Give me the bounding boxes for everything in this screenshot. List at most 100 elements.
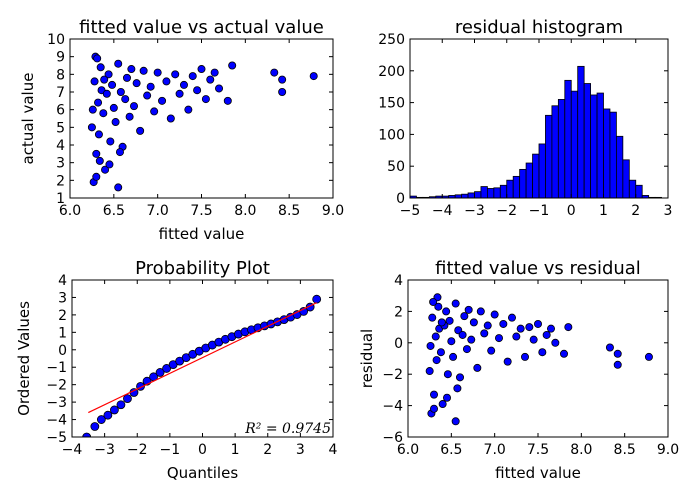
panel2-y-tick-label: 100 xyxy=(378,127,405,143)
data-point xyxy=(99,109,108,118)
data-point xyxy=(184,105,193,114)
data-point xyxy=(82,432,92,437)
histogram-bar xyxy=(590,94,598,198)
panel1-x-axis-label: fitted value xyxy=(159,225,245,243)
panel2-marks xyxy=(410,65,662,198)
data-point xyxy=(116,88,125,97)
data-point xyxy=(108,80,117,89)
data-point xyxy=(223,96,232,105)
panel1-marks xyxy=(87,52,318,192)
data-point xyxy=(442,393,451,402)
data-point xyxy=(114,183,123,192)
panel4-x-tick-label: 6.0 xyxy=(397,442,419,458)
histogram-bar xyxy=(545,114,553,198)
data-point xyxy=(429,404,438,413)
data-point xyxy=(206,75,215,84)
data-point xyxy=(94,130,103,139)
histogram-bar xyxy=(603,108,611,198)
data-point xyxy=(455,373,464,382)
panel3-marks xyxy=(82,294,322,437)
panel2-x-tick-label: 1 xyxy=(599,203,608,219)
panel2-y-tick-label: 250 xyxy=(378,32,405,48)
data-point xyxy=(644,352,653,361)
histogram-bar xyxy=(596,92,604,198)
data-point xyxy=(155,368,165,377)
panel2-y-tick-label: 0 xyxy=(396,191,405,207)
panel1-y-tick-label: 9 xyxy=(56,50,65,66)
data-point xyxy=(162,77,171,86)
data-point xyxy=(447,337,456,346)
histogram-bar xyxy=(570,90,579,198)
data-point xyxy=(188,72,197,81)
data-point xyxy=(94,98,103,107)
data-point xyxy=(476,307,485,316)
data-point xyxy=(101,165,110,174)
data-point xyxy=(136,126,145,135)
panel1-y-tick-label: 2 xyxy=(56,173,65,189)
data-point xyxy=(426,341,435,350)
panel4-marks xyxy=(425,293,653,426)
data-point xyxy=(613,349,622,358)
panel3-y-tick-label: −1 xyxy=(46,360,67,376)
data-point xyxy=(228,61,237,70)
data-point xyxy=(92,149,101,158)
data-point xyxy=(312,294,322,304)
panel3-x-tick-label: 1 xyxy=(231,442,240,458)
data-point xyxy=(123,394,132,404)
data-point xyxy=(93,54,102,63)
panel1-title: fitted value vs actual value xyxy=(79,17,324,38)
histogram-bar xyxy=(557,99,566,198)
histogram-bar xyxy=(532,153,540,198)
data-point xyxy=(179,80,188,89)
data-point xyxy=(129,102,138,111)
panel3-y-tick-label: 2 xyxy=(58,308,67,324)
panel3-y-tick-label: 0 xyxy=(58,343,67,359)
data-point xyxy=(425,367,434,376)
data-point xyxy=(547,324,556,333)
panel4-y-tick-label: −6 xyxy=(382,430,403,446)
panel3-x-tick-label: −1 xyxy=(160,442,181,458)
fit-line xyxy=(88,302,317,414)
data-point xyxy=(449,352,458,361)
histogram-bar xyxy=(512,175,521,198)
data-point xyxy=(490,310,499,319)
panel3-y-tick-label: 3 xyxy=(58,290,67,306)
panel3-y-tick-label: −4 xyxy=(46,413,67,429)
panel1-x-tick-label: 8.5 xyxy=(278,203,300,219)
data-point xyxy=(431,332,440,341)
panel1-y-tick-label: 10 xyxy=(47,32,65,48)
data-point xyxy=(487,346,496,355)
panel1-y-tick-label: 6 xyxy=(56,103,65,119)
data-point xyxy=(551,338,560,347)
histogram-bar xyxy=(635,184,643,198)
panel2-x-tick-label: −5 xyxy=(400,203,421,219)
histogram-bar xyxy=(577,65,585,198)
data-point xyxy=(193,86,202,95)
data-point xyxy=(104,70,113,79)
panel1-axes-frame xyxy=(69,38,334,199)
data-point xyxy=(162,364,172,373)
panel2-x-tick-label: −4 xyxy=(432,203,453,219)
data-point xyxy=(146,82,155,91)
panel3-x-tick-label: −4 xyxy=(62,442,83,458)
data-point xyxy=(87,123,96,132)
panel1-y-tick-label: 5 xyxy=(56,120,65,136)
data-point xyxy=(215,84,224,93)
panel1-y-axis-label: actual value xyxy=(19,73,37,165)
panel3-title: Probability Plot xyxy=(135,258,270,279)
panel3-r-squared-annotation: R² = 0.9745 xyxy=(244,421,331,437)
panel1-x-tick-label: 8.0 xyxy=(234,203,256,219)
histogram-bar xyxy=(525,162,533,198)
data-point xyxy=(564,323,573,332)
panel1-y-tick-label: 8 xyxy=(56,67,65,83)
histogram-bar xyxy=(499,184,508,198)
data-point xyxy=(103,410,113,420)
panel3-x-tick-label: −3 xyxy=(94,442,115,458)
panel3-x-axis-label: Quantiles xyxy=(167,464,238,482)
histogram-bar xyxy=(551,105,559,198)
histogram-bar xyxy=(628,179,637,198)
data-point xyxy=(153,68,162,77)
panel3-x-tick-label: 2 xyxy=(263,442,272,458)
panel1-x-tick-label: 9.0 xyxy=(322,203,344,219)
